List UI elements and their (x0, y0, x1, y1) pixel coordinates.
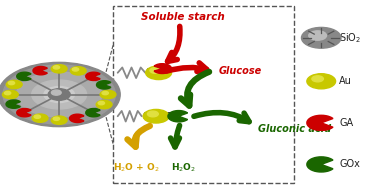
Wedge shape (17, 72, 31, 81)
Text: H$_2$O + O$_2$: H$_2$O + O$_2$ (113, 161, 160, 174)
Circle shape (143, 109, 169, 123)
Wedge shape (307, 115, 333, 130)
Wedge shape (154, 64, 171, 74)
Text: Au: Au (339, 76, 352, 86)
Circle shape (100, 90, 116, 99)
Circle shape (148, 111, 158, 117)
Circle shape (44, 86, 75, 102)
Wedge shape (168, 111, 188, 122)
Circle shape (34, 115, 40, 118)
Circle shape (51, 90, 61, 95)
Circle shape (312, 76, 323, 82)
Circle shape (307, 74, 335, 89)
Circle shape (98, 101, 105, 105)
Wedge shape (86, 72, 100, 81)
Circle shape (17, 72, 102, 117)
Wedge shape (307, 157, 333, 172)
Text: GOx: GOx (339, 160, 360, 169)
Circle shape (53, 117, 59, 120)
Text: S: S (166, 112, 172, 121)
Circle shape (150, 68, 161, 73)
Circle shape (72, 68, 79, 71)
Circle shape (301, 27, 341, 48)
Circle shape (32, 114, 48, 122)
Circle shape (32, 80, 87, 109)
Text: Glucose: Glucose (219, 66, 262, 76)
Text: S: S (146, 68, 152, 77)
Wedge shape (17, 108, 31, 117)
Circle shape (102, 91, 108, 95)
Circle shape (8, 81, 15, 85)
Circle shape (6, 80, 22, 89)
Wedge shape (86, 108, 100, 117)
Circle shape (48, 89, 70, 100)
Circle shape (3, 90, 18, 99)
Wedge shape (6, 100, 20, 108)
Bar (113, 6, 294, 183)
Circle shape (4, 91, 11, 95)
Text: SiO$_2$: SiO$_2$ (339, 31, 361, 45)
Circle shape (146, 66, 171, 80)
Circle shape (309, 31, 327, 40)
Text: GA: GA (339, 118, 353, 128)
Circle shape (51, 116, 67, 124)
Wedge shape (33, 67, 47, 75)
Text: S: S (142, 112, 148, 121)
Circle shape (96, 100, 112, 109)
Text: Soluble starch: Soluble starch (141, 12, 225, 22)
Wedge shape (70, 114, 84, 122)
Text: Gluconic acid: Gluconic acid (258, 124, 331, 133)
Wedge shape (97, 81, 111, 89)
Circle shape (53, 66, 59, 69)
Circle shape (3, 65, 115, 124)
Circle shape (70, 67, 86, 75)
Circle shape (51, 65, 67, 73)
Text: H$_2$O$_2$: H$_2$O$_2$ (171, 161, 196, 174)
Circle shape (0, 62, 120, 127)
